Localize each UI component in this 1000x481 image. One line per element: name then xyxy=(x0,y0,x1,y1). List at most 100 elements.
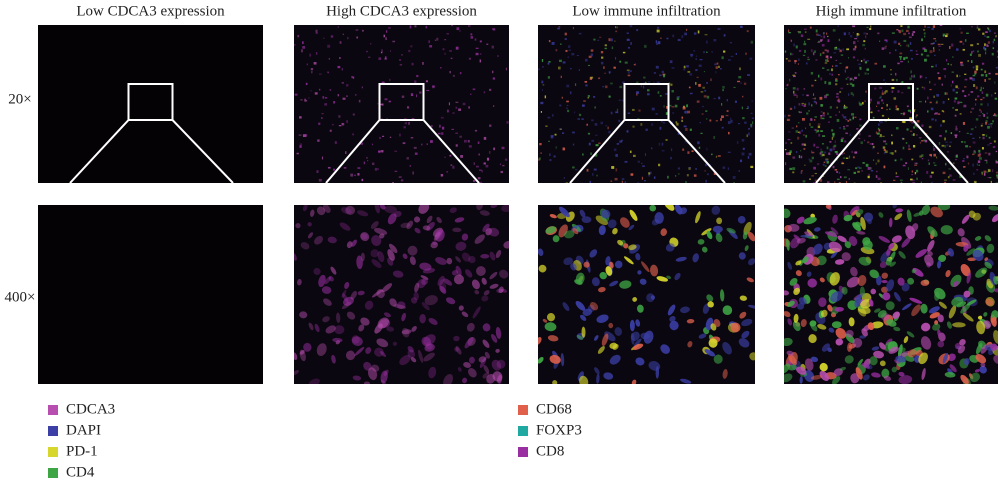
signal xyxy=(955,155,958,158)
signal xyxy=(987,41,991,44)
signal xyxy=(727,151,731,153)
cell xyxy=(819,362,828,372)
signal xyxy=(879,135,883,138)
signal xyxy=(700,132,703,134)
cell xyxy=(846,276,860,288)
signal xyxy=(656,81,660,84)
cell xyxy=(748,304,755,309)
signal xyxy=(380,51,383,54)
signal xyxy=(576,54,579,56)
cell xyxy=(920,322,931,332)
signal xyxy=(992,47,995,50)
signal xyxy=(569,91,572,95)
signal xyxy=(552,114,554,117)
signal xyxy=(914,164,918,166)
signal xyxy=(587,132,591,135)
signal xyxy=(686,104,689,108)
cell xyxy=(483,290,490,296)
signal xyxy=(610,82,613,85)
signal xyxy=(475,47,479,49)
micrograph xyxy=(784,25,998,183)
signal xyxy=(419,91,422,94)
signal xyxy=(746,30,749,33)
signal xyxy=(881,114,885,117)
signal xyxy=(656,43,658,45)
cell xyxy=(918,352,928,365)
signal xyxy=(738,123,741,125)
signal xyxy=(870,25,872,28)
inset-line xyxy=(422,119,480,183)
signal xyxy=(995,35,998,38)
signal xyxy=(414,80,417,83)
signal xyxy=(675,121,678,124)
signal xyxy=(991,52,994,56)
signal xyxy=(852,48,856,51)
cell xyxy=(316,206,326,216)
signal xyxy=(751,121,754,125)
signal xyxy=(440,116,444,119)
signal xyxy=(497,55,499,57)
signal xyxy=(797,31,800,33)
signal xyxy=(669,60,673,64)
cell xyxy=(609,280,619,287)
signal xyxy=(831,136,833,140)
signal xyxy=(983,172,986,176)
cell xyxy=(577,371,584,381)
signal xyxy=(809,123,811,126)
signal xyxy=(547,62,550,65)
signal xyxy=(801,103,804,106)
signal xyxy=(821,38,824,41)
cell xyxy=(839,366,847,371)
signal xyxy=(980,74,984,77)
signal xyxy=(964,73,967,75)
cell xyxy=(491,359,502,371)
signal xyxy=(811,104,813,107)
signal xyxy=(997,114,998,117)
cell xyxy=(881,279,888,284)
signal xyxy=(686,174,689,177)
signal xyxy=(820,130,823,133)
signal xyxy=(992,40,994,44)
signal xyxy=(884,39,888,42)
signal xyxy=(665,112,669,115)
cell xyxy=(915,249,928,258)
cell xyxy=(920,336,932,350)
cell xyxy=(609,354,621,365)
cell xyxy=(421,278,428,285)
signal xyxy=(736,141,739,144)
signal xyxy=(300,99,303,101)
signal xyxy=(637,160,641,163)
signal xyxy=(793,75,796,78)
cell xyxy=(579,209,586,218)
signal xyxy=(329,129,332,132)
legend-swatch xyxy=(518,426,528,436)
signal xyxy=(865,163,869,167)
signal xyxy=(492,28,496,30)
signal xyxy=(804,103,807,106)
signal xyxy=(624,61,628,64)
cell xyxy=(420,275,429,280)
cell xyxy=(832,376,841,384)
signal xyxy=(992,169,994,173)
signal xyxy=(563,177,565,179)
legend-swatch xyxy=(48,405,58,415)
signal xyxy=(966,32,969,34)
signal xyxy=(995,150,998,153)
signal xyxy=(585,58,588,62)
signal xyxy=(821,117,825,120)
signal xyxy=(564,32,567,36)
signal xyxy=(951,71,954,73)
cell xyxy=(468,356,475,364)
signal xyxy=(750,124,753,128)
signal xyxy=(895,127,899,130)
cell xyxy=(351,239,357,247)
signal xyxy=(835,59,837,61)
cell xyxy=(909,297,923,304)
signal xyxy=(341,123,344,125)
signal xyxy=(931,118,934,121)
signal xyxy=(559,59,562,63)
signal xyxy=(663,105,665,108)
cell xyxy=(419,313,426,324)
cell xyxy=(418,349,424,363)
